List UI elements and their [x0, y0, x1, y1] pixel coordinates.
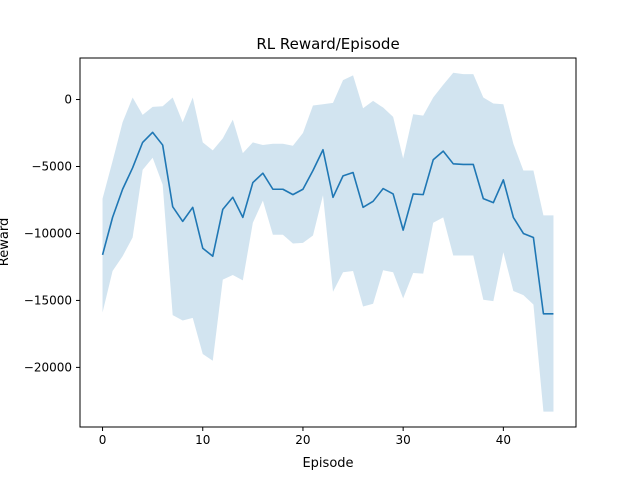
- data-point: [452, 162, 455, 165]
- y-axis-label: Reward: [0, 218, 12, 266]
- axes-frame: [79, 57, 577, 428]
- data-point: [251, 181, 254, 184]
- data-point: [472, 163, 475, 166]
- data-point: [151, 131, 154, 134]
- x-tick-label: 0: [99, 433, 107, 447]
- data-point: [231, 196, 234, 199]
- data-point: [412, 192, 415, 195]
- data-point: [211, 255, 214, 258]
- data-point: [512, 216, 515, 219]
- data-point: [462, 163, 465, 166]
- data-point: [402, 229, 405, 232]
- data-point: [492, 201, 495, 204]
- data-point: [241, 216, 244, 219]
- chart-title: RL Reward/Episode: [256, 35, 399, 53]
- data-point: [352, 171, 355, 174]
- data-point: [111, 216, 114, 219]
- y-tick-label: −5000: [31, 159, 72, 173]
- data-point: [542, 312, 545, 315]
- data-point: [342, 174, 345, 177]
- confidence-band: [102, 72, 554, 412]
- data-point: [382, 187, 385, 190]
- x-axis: 0 10 20 30 40: [99, 427, 511, 447]
- x-tick-label: 10: [195, 433, 210, 447]
- x-tick-label: 20: [295, 433, 310, 447]
- data-point: [191, 206, 194, 209]
- y-tick-label: −20000: [24, 360, 72, 374]
- data-point: [332, 196, 335, 199]
- y-tick-label: −15000: [24, 293, 72, 307]
- y-axis: 0 −5000 −10000 −15000 −20000: [24, 93, 80, 374]
- data-point: [392, 192, 395, 195]
- x-tick-label: 30: [396, 433, 411, 447]
- data-point: [432, 158, 435, 161]
- data-point: [422, 193, 425, 196]
- data-point: [552, 312, 555, 315]
- data-point: [171, 205, 174, 208]
- data-point: [271, 188, 274, 191]
- data-point: [301, 188, 304, 191]
- x-tick-label: 40: [496, 433, 511, 447]
- data-point: [201, 247, 204, 250]
- data-point: [131, 166, 134, 169]
- data-point: [362, 206, 365, 209]
- data-point: [121, 188, 124, 191]
- data-point: [311, 169, 314, 172]
- y-tick-label: 0: [64, 93, 72, 107]
- data-point: [281, 188, 284, 191]
- y-tick-label: −10000: [24, 226, 72, 240]
- data-point: [161, 144, 164, 147]
- data-point: [482, 197, 485, 200]
- data-point: [101, 253, 104, 256]
- data-point: [532, 236, 535, 239]
- data-point: [522, 232, 525, 235]
- data-point: [291, 193, 294, 196]
- x-axis-label: Episode: [302, 456, 353, 471]
- reward-line: [101, 131, 554, 315]
- data-point: [442, 150, 445, 153]
- data-point: [221, 208, 224, 211]
- data-point: [181, 220, 184, 223]
- data-point: [372, 200, 375, 203]
- data-point: [321, 148, 324, 151]
- plot-area: [101, 72, 555, 412]
- data-point: [502, 178, 505, 181]
- data-point: [141, 141, 144, 144]
- data-point: [261, 172, 264, 175]
